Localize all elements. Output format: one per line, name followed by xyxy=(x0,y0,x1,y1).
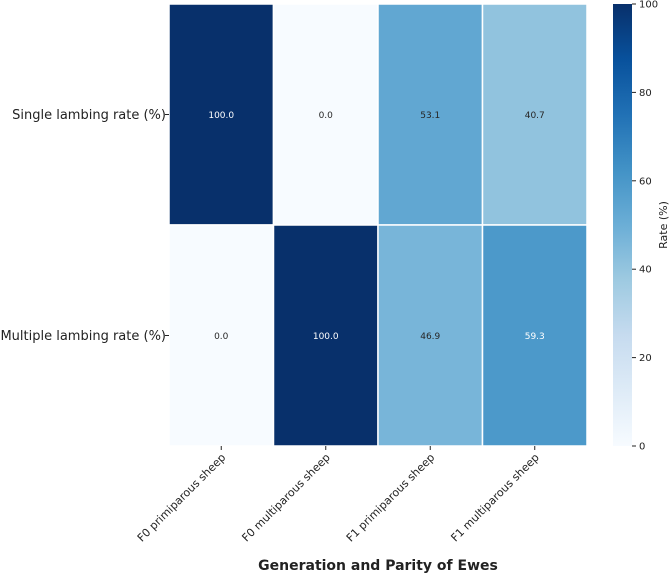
colorbar-tick-label: 40 xyxy=(639,265,652,276)
heatmap-cell xyxy=(481,3,588,226)
heatmap-cells xyxy=(168,3,588,447)
heatmap-cell xyxy=(272,3,379,226)
heatmap-cell xyxy=(168,3,275,226)
colorbar-gradient xyxy=(613,4,632,446)
heatmap-cell xyxy=(481,224,588,447)
cell-value-label: 0.0 xyxy=(319,111,334,121)
colorbar-label: Rate (%) xyxy=(657,201,669,249)
heatmap-cell xyxy=(272,224,379,447)
y-tick-label: Multiple lambing rate (%) xyxy=(0,329,166,344)
x-axis: F0 primiparous sheep F0 multiparous sheep… xyxy=(135,446,542,544)
cell-value-label: 100.0 xyxy=(208,111,234,121)
colorbar-tick-label: 0 xyxy=(639,442,645,453)
cell-value-label: 0.0 xyxy=(214,332,229,342)
x-tick-label: F0 multiparous sheep xyxy=(239,451,332,544)
y-tick-label: Single lambing rate (%) xyxy=(12,108,166,123)
heatmap-cell-labels: 100.0 0.0 53.1 40.7 0.0 100.0 46.9 59.3 xyxy=(208,111,544,342)
x-tick-label: F1 primiparous sheep xyxy=(344,451,438,545)
x-tick-label: F0 primiparous sheep xyxy=(135,451,229,545)
y-axis: Single lambing rate (%) Multiple lambing … xyxy=(0,108,169,344)
x-tick-label: F1 multiparous sheep xyxy=(448,451,541,544)
cell-value-label: 59.3 xyxy=(525,332,545,342)
x-axis-title: Generation and Parity of Ewes xyxy=(258,558,498,574)
colorbar-tick-label: 100 xyxy=(639,0,658,11)
heatmap-cell xyxy=(377,3,484,226)
colorbar-tick-label: 80 xyxy=(639,88,652,99)
colorbar: 0 20 40 60 80 100 Rate (%) xyxy=(613,0,669,453)
cell-value-label: 100.0 xyxy=(313,332,339,342)
colorbar-tick-label: 20 xyxy=(639,353,652,364)
colorbar-tick-label: 60 xyxy=(639,176,652,187)
cell-value-label: 46.9 xyxy=(420,332,440,342)
colorbar-ticks: 0 20 40 60 80 100 xyxy=(632,0,658,453)
cell-value-label: 40.7 xyxy=(525,111,545,121)
cell-value-label: 53.1 xyxy=(420,111,440,121)
heatmap-cell xyxy=(168,224,275,447)
